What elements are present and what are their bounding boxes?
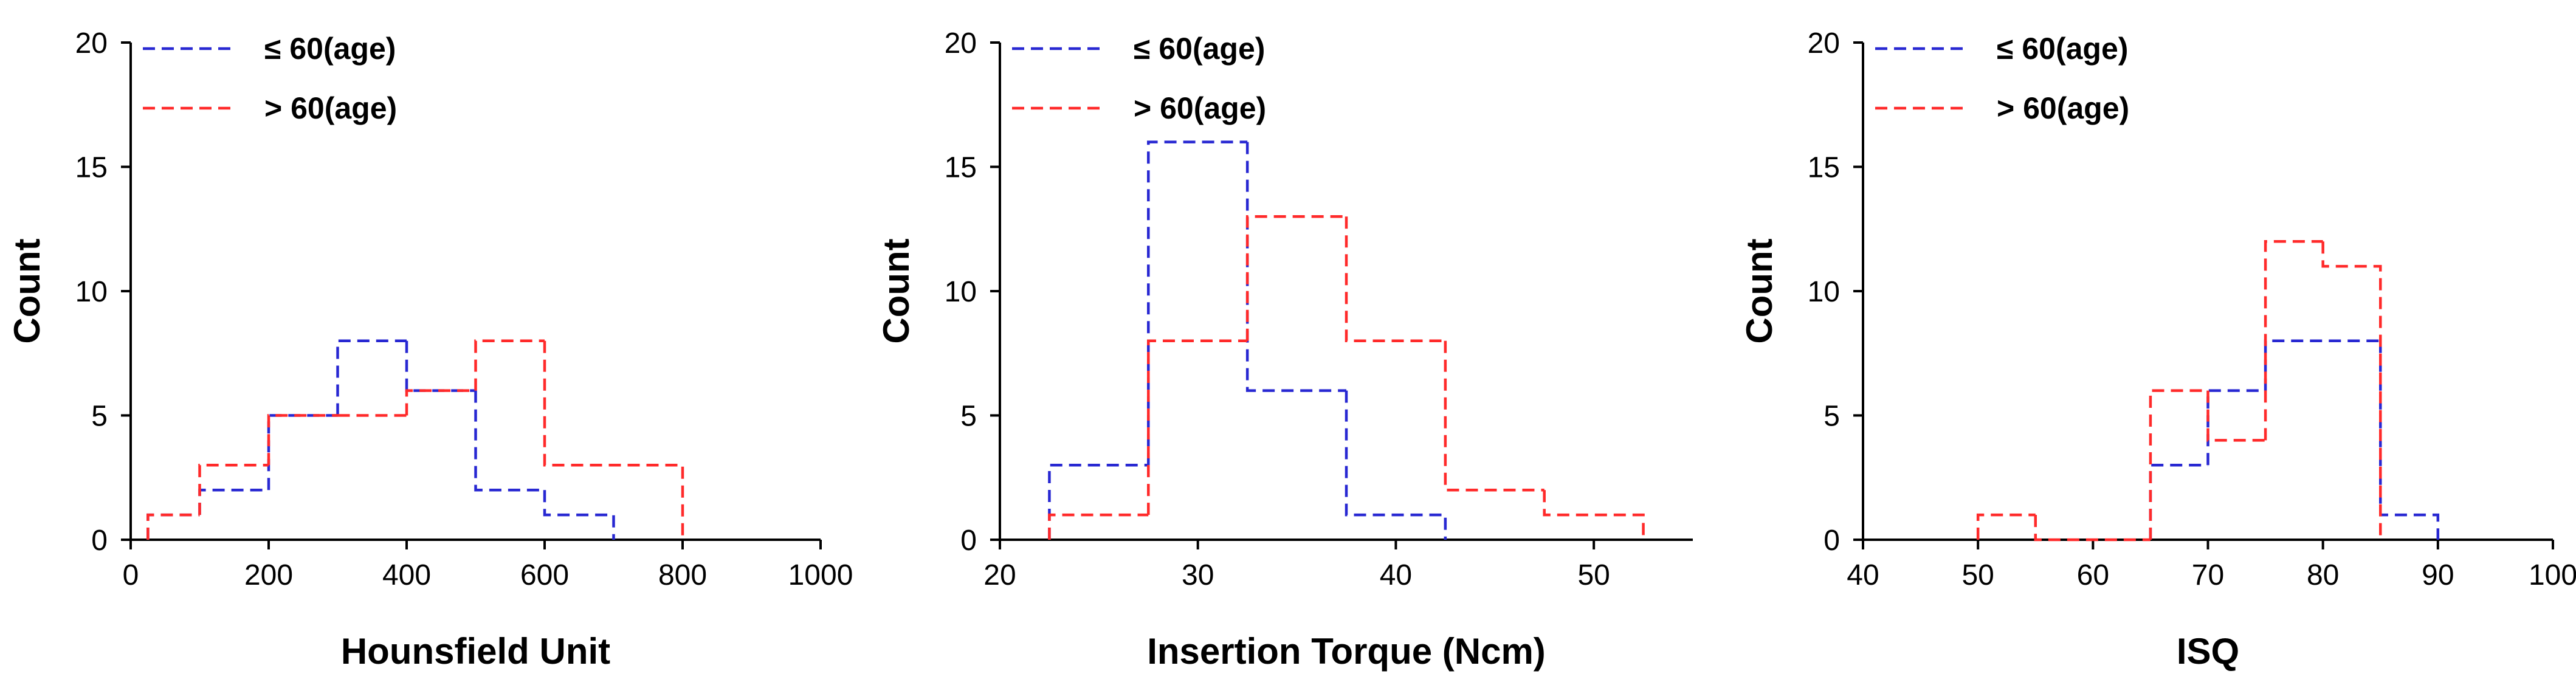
histogram-bar [1147,140,1248,466]
legend-label: ≤ 60(age) [264,32,396,66]
histogram-bar [1048,464,1149,540]
y-tick-label: 20 [1808,27,1840,60]
histogram-bar [1245,142,1346,392]
chart-panel-2: 0 5 10 15 20 20 30 40 50 Insertion Torque (Ncm) Co… [876,27,1693,672]
y-tick-label: 0 [91,525,108,557]
x-tick-label: 40 [1847,559,1879,591]
x-tick-label: 90 [2422,559,2454,591]
x-tick-label: 20 [983,559,1016,591]
histogram-bar [1245,215,1346,341]
y-tick-label: 15 [75,152,108,184]
x-axis-title: ISQ [2177,631,2239,672]
series-2-histogram [146,339,684,540]
x-tick-label: 80 [2307,559,2339,591]
x-tick-label: 70 [2192,559,2224,591]
series-2-histogram [1976,239,2382,542]
histogram-bar [2206,389,2266,466]
x-tick-label: 800 [658,559,707,591]
x-tick-label: 200 [244,559,293,591]
y-tick-label: 5 [960,401,977,433]
legend-label: > 60(age) [1997,91,2129,125]
y-axis-title: Count [876,238,917,343]
histogram-bar [1345,390,1447,540]
x-tick-label: 50 [1577,559,1610,591]
histogram-bar [267,414,338,466]
histogram-bar [198,488,269,515]
x-tick-label: 40 [1380,559,1412,591]
y-axis-title: Count [7,238,47,343]
histogram-bar [1048,513,1149,540]
histogram-bar [543,340,684,540]
histogram-bar [146,513,200,540]
x-tick-label: 400 [382,559,431,591]
y-tick-label: 0 [960,525,977,557]
x-tick-label: 60 [2077,559,2109,591]
histogram-bar [2264,239,2323,441]
y-tick-label: 15 [1808,152,1840,184]
x-tick-label: 0 [123,559,139,591]
y-tick-label: 10 [1808,276,1840,308]
histogram-bar [1345,216,1445,343]
histogram-bar [267,414,338,491]
x-tick-label: 100 [2529,559,2576,591]
series-2-histogram [1048,215,1645,540]
x-tick-label: 50 [1961,559,1994,591]
histogram-bar [146,513,200,540]
histogram-bar [1543,490,1645,540]
y-tick-label: 0 [1824,525,1840,557]
y-tick-label: 5 [91,401,108,433]
x-axis-title: Hounsfield Unit [341,631,610,672]
y-tick-label: 10 [75,276,108,308]
histogram-bar [405,389,476,416]
y-tick-label: 15 [945,152,977,184]
legend-label: > 60(age) [1134,91,1266,125]
series-1-histogram [2149,339,2440,540]
histogram-bar [2264,339,2381,391]
histogram-bar [405,340,476,392]
histogram-bar [2149,389,2208,540]
x-tick-label: 30 [1182,559,1214,591]
histogram-bar [336,339,407,416]
legend-label: ≤ 60(age) [1134,32,1265,66]
x-tick-label: 600 [520,559,569,591]
y-tick-label: 20 [75,27,108,60]
histogram-bar [474,390,545,492]
y-tick-label: 10 [945,276,977,308]
histogram-bar [2321,241,2382,540]
histogram-bar [474,339,545,391]
y-axis-title: Count [1739,238,1780,343]
histogram-bar [198,464,269,515]
histogram-bar [1976,513,2036,540]
histogram-bar [543,490,615,540]
x-axis-title: Insertion Torque (Ncm) [1147,631,1546,672]
histogram-bar [2379,340,2440,540]
x-tick-label: 1000 [788,559,853,591]
histogram-bar [2206,390,2266,442]
y-tick-label: 20 [945,27,977,60]
histogram-bar [1147,339,1248,515]
y-tick-label: 5 [1824,401,1840,433]
histogram-bar [2149,464,2208,540]
histogram-bar [1444,340,1545,492]
chart-panel-3: 0 5 10 15 20 40 50 60 70 80 90 100 ISQ Count ≤ 60(age)… [1739,27,2576,672]
legend-label: > 60(age) [264,91,397,125]
legend-label: ≤ 60(age) [1997,32,2128,66]
histogram-bar [2034,515,2151,542]
